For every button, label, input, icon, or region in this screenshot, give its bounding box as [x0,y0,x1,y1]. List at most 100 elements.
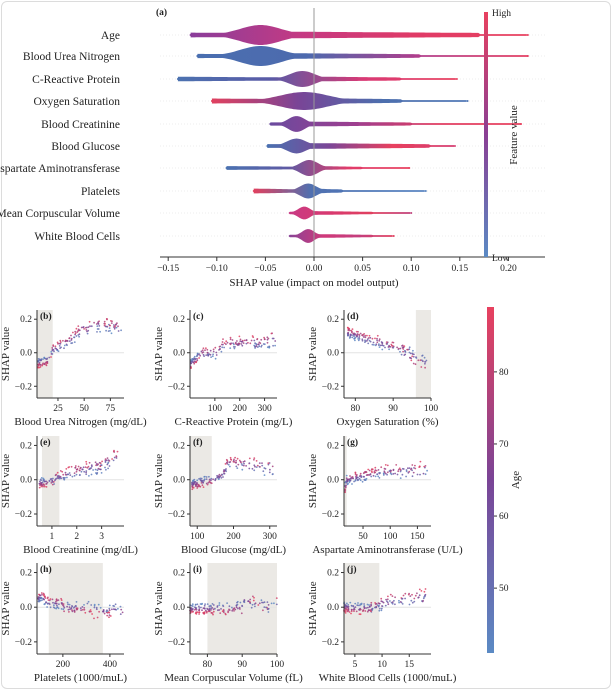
scatter-point [98,325,101,327]
y-axis-label: SHAP value [307,454,319,508]
scatter-point [210,607,213,610]
scatter-point [248,467,251,470]
scatter-point [66,344,68,347]
scatter-point [59,342,62,345]
scatter-point [46,606,48,608]
scatter-point [387,346,390,348]
scatter-point [230,459,233,461]
scatter-point [115,457,118,459]
scatter-point [348,480,351,482]
scatter-point [386,600,388,603]
scatter-point [205,482,208,485]
scatter-point [39,597,42,600]
scatter-point [378,602,381,605]
scatter-point [115,323,117,326]
scatter-point [366,334,368,337]
scatter-point [218,609,221,611]
scatter-point [56,604,58,607]
scatter-point [262,343,265,345]
scatter-point [266,346,269,349]
scatter-point [210,356,213,358]
scatter-point [208,475,210,478]
scatter-point [253,469,256,472]
scatter-point [357,476,359,479]
scatter-point [107,611,110,614]
scatter-point [239,340,242,342]
normal-range-shade [344,563,380,654]
scatter-point [371,609,374,611]
scatter-point [219,612,222,614]
scatter-point [362,472,365,475]
scatter-point [358,335,361,337]
scatter-point [107,461,110,464]
scatter-point [224,612,227,615]
scatter-point [40,592,43,594]
scatter-point [74,333,76,336]
scatter-point [191,605,194,607]
scatter-point [412,362,415,365]
y-tick-label: −0.2 [15,382,32,392]
scatter-point [204,349,206,352]
scatter-point [417,596,420,599]
scatter-point [250,339,253,342]
scatter-point [58,345,61,347]
scatter-point [386,473,388,476]
scatter-point [192,479,194,482]
scatter-point [110,332,113,335]
scatter-point [113,456,116,459]
scatter-point [207,354,210,357]
violin-age [190,25,527,45]
x-tick-label: 5 [353,660,358,670]
normal-range-shade [415,310,431,398]
scatter-point [103,612,106,615]
scatter-point [39,366,42,368]
scatter-point [214,479,217,482]
scatter-point [423,356,426,359]
scatter-point [240,343,243,345]
scatter-point [386,464,389,467]
y-axis-label: SHAP value [307,581,319,635]
scatter-point [56,349,59,352]
scatter-point [254,602,257,605]
scatter-point [202,353,205,356]
y-tick-label: −0.2 [168,510,185,520]
scatter-point [408,592,410,595]
scatter-point [201,479,203,482]
scatter-point [380,609,383,612]
colorbar-tick-label: 70 [499,440,509,450]
scatter-point [350,612,352,615]
scatter-point [88,320,91,323]
scatter-point [407,467,409,470]
scatter-point [267,463,270,466]
scatter-point [410,359,413,362]
feature-label: Platelets [81,186,120,198]
scatter-point [215,354,218,356]
scatter-point [98,461,101,464]
scatter-point [55,347,58,350]
scatter-point [38,486,41,489]
scatter-point [96,469,99,472]
scatter-point [87,600,90,603]
scatter-point [194,604,197,606]
scatter-point [379,344,382,347]
scatter-point [413,600,416,603]
panel-label: (g) [347,437,358,448]
scatter-point [62,608,65,611]
scatter-point [362,336,365,338]
scatter-point [355,610,358,613]
scatter-point [85,329,88,331]
x-tick-label: 80 [203,660,213,670]
scatter-point [347,331,349,334]
scatter-point [267,608,270,610]
scatter-point [196,358,198,360]
scatter-point [413,353,415,356]
scatter-point [225,343,227,346]
scatter-point [196,479,199,482]
scatter-point [75,335,78,337]
scatter-point [359,472,362,475]
scatter-point [54,602,57,605]
scatter-point [208,608,211,611]
scatter-point [198,608,201,611]
scatter-point [384,468,387,470]
scatter-point [79,466,82,469]
